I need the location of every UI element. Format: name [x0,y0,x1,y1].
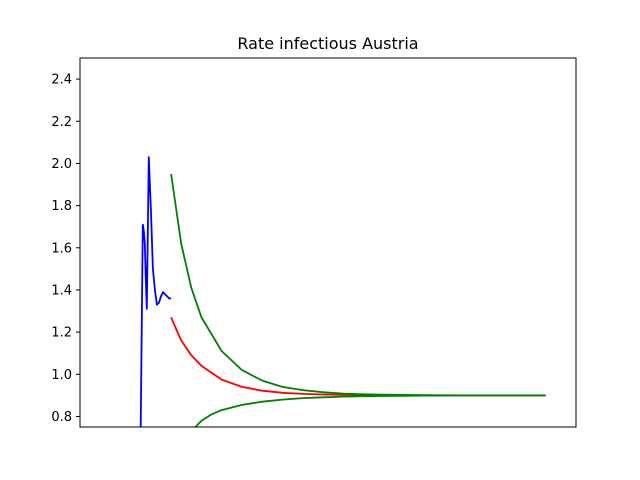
y-tick-label: 2.2 [51,115,72,130]
plot-frame [79,57,577,428]
y-tick-label: 0.8 [51,410,72,425]
chart-title: Rate infectious Austria [237,34,418,53]
y-tick-label: 2.4 [51,73,72,88]
series-layer [139,156,546,427]
y-tick-label: 1.4 [51,283,72,298]
y-tick-label: 2.0 [51,157,72,172]
y-axis: 0.8 1.0 1.2 1.4 1.6 1.8 2.0 2.2 2.4 [51,73,80,425]
y-tick-label: 1.6 [51,241,72,256]
y-tick-label: 1.8 [51,199,72,214]
y-tick-label: 1.0 [51,368,72,383]
y-tick-label: 1.2 [51,326,72,341]
series-line-1 [139,156,172,427]
series-line-4 [194,394,546,427]
